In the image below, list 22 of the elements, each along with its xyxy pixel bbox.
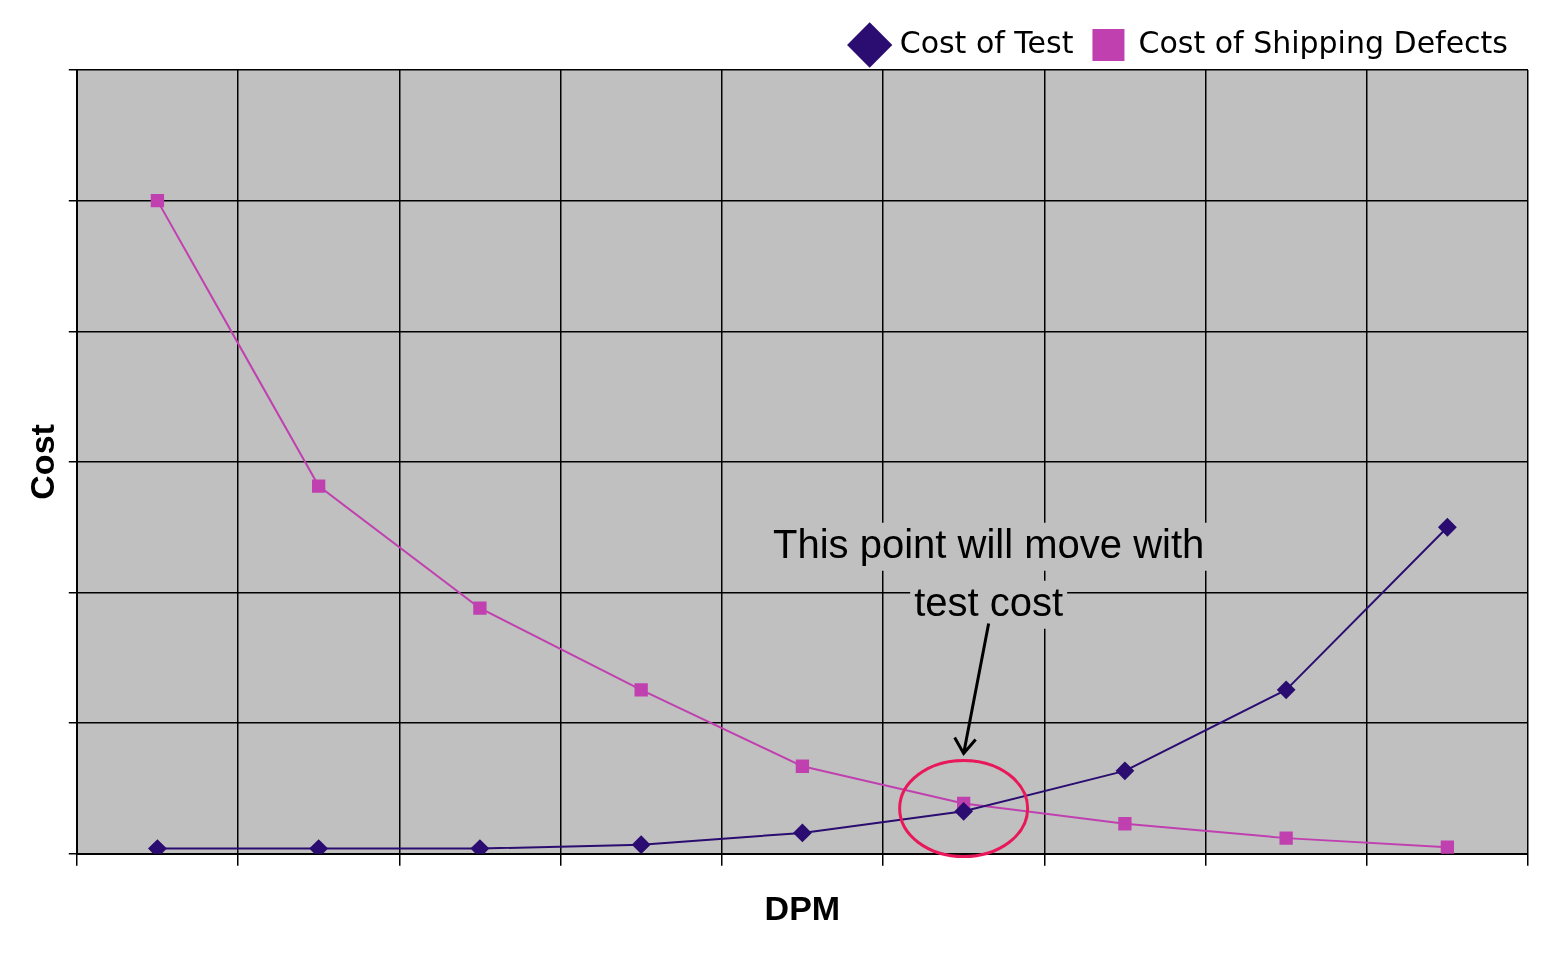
point (1438, 518, 1457, 537)
annotation: This point will move with test cost (773, 521, 1205, 624)
point (148, 839, 167, 854)
point (1277, 680, 1296, 699)
point (795, 759, 810, 773)
point (150, 193, 165, 208)
point (632, 835, 651, 854)
x-axis-title: DPM (764, 888, 841, 927)
point (1118, 817, 1132, 831)
point (793, 823, 812, 842)
legend-label: Cost of Shipping Defects (1138, 24, 1509, 60)
point (470, 839, 489, 854)
point (312, 479, 326, 493)
point (1115, 761, 1134, 780)
y-axis-title: Cost (22, 424, 61, 500)
point (634, 683, 648, 697)
point (954, 802, 973, 821)
point (1440, 840, 1455, 854)
point (1279, 831, 1293, 845)
legend-label: Cost of Test (899, 24, 1074, 60)
point (473, 601, 487, 615)
point (309, 839, 328, 854)
